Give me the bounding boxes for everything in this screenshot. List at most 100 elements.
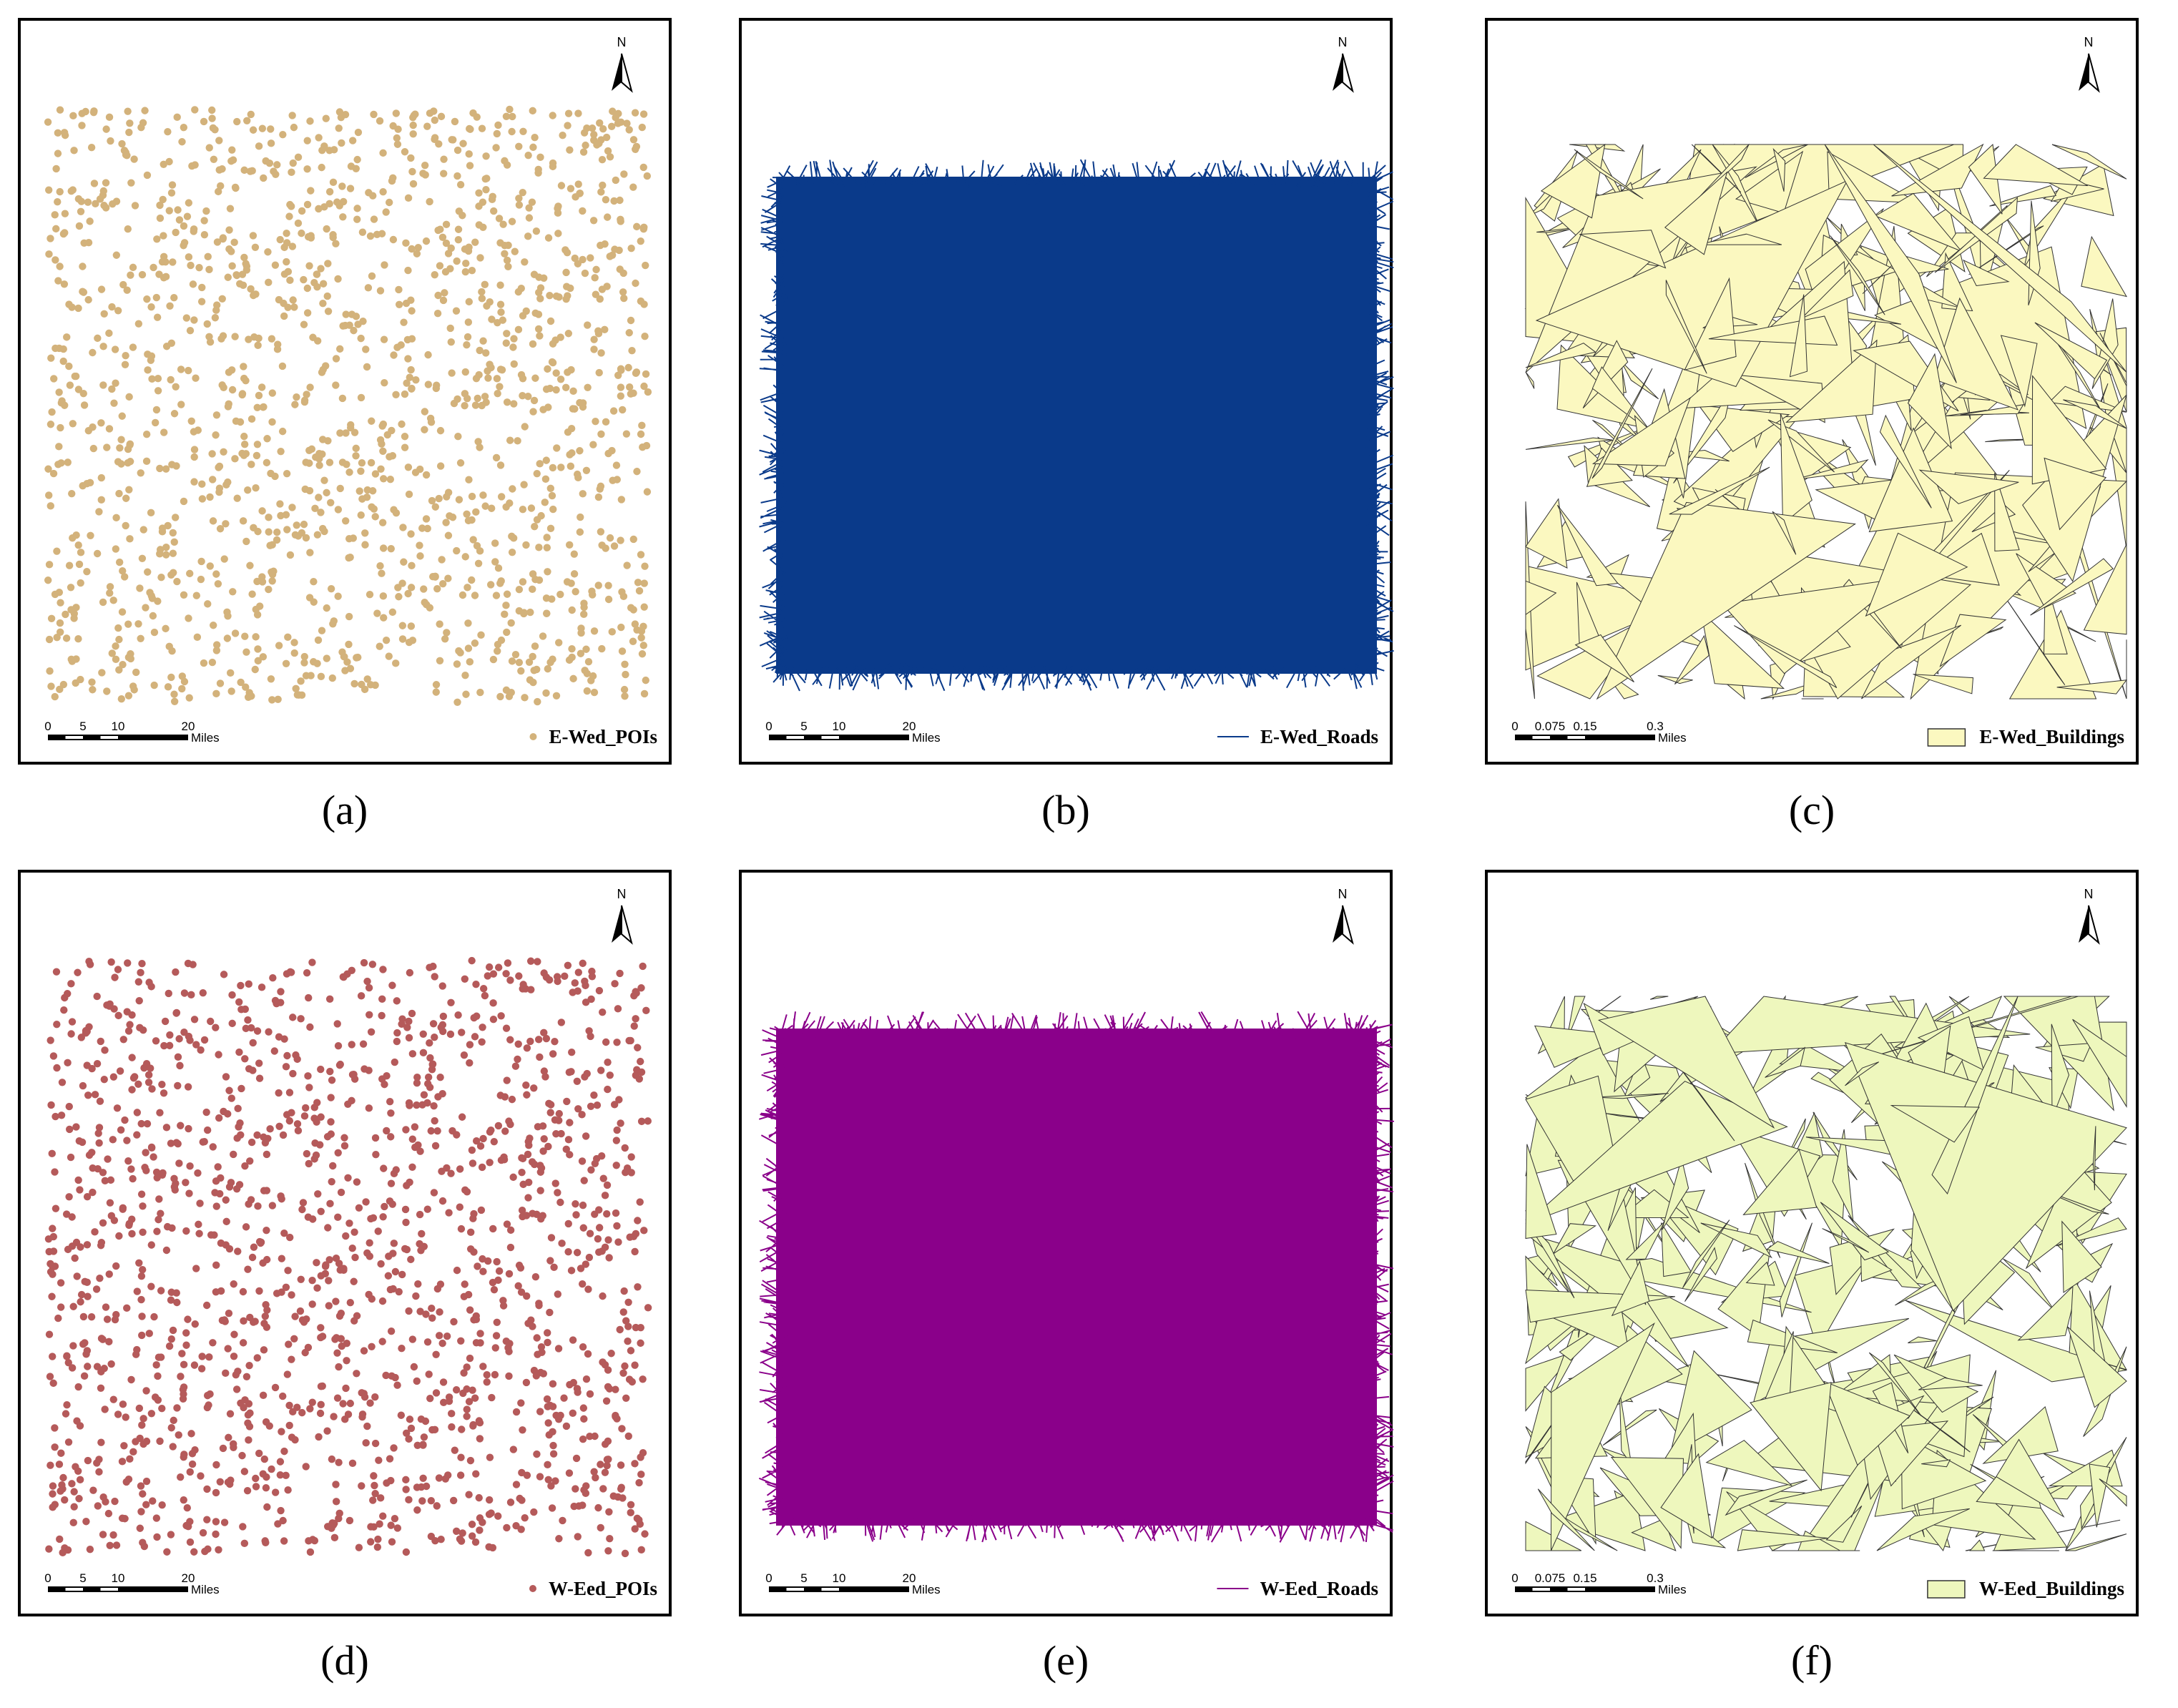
poi-point [53,1064,61,1072]
poi-point [613,1126,621,1134]
poi-point [447,1410,456,1418]
poi-point [462,690,470,698]
poi-point [60,280,69,288]
poi-point [463,1363,471,1371]
poi-point [506,976,514,984]
poi-point [152,1361,160,1369]
poi-point [74,1176,82,1184]
poi-point [494,121,502,129]
poi-point [237,1006,245,1013]
poi-point [589,591,597,599]
poi-point [489,1016,498,1024]
poi-point [310,578,318,586]
poi-point [432,681,441,689]
poi-point [506,1120,514,1129]
poi-point [262,1538,270,1546]
poi-point [519,506,527,514]
poi-point [255,1237,264,1246]
poi-point [525,658,534,666]
poi-point [368,1343,376,1350]
poi-point [78,109,86,117]
poi-point [44,465,52,473]
poi-point [94,1502,102,1510]
scale-bar-segment [1567,736,1585,739]
poi-point [77,1034,86,1041]
poi-point [95,1124,104,1132]
poi-point [298,1408,306,1417]
poi-point [501,610,509,619]
poi-point [439,1398,448,1407]
poi-point [529,107,536,115]
poi-point [168,461,176,468]
poi-point [641,333,649,340]
poi-point [244,486,252,494]
poi-point [499,220,507,228]
poi-point [518,1496,526,1504]
poi-point [599,1174,607,1182]
poi-point [124,692,133,700]
poi-point [389,122,397,130]
poi-point [573,1249,582,1257]
poi-point [378,569,386,577]
poi-point [634,1283,642,1291]
poi-point [399,524,407,531]
building [2081,235,2128,298]
poi-point [529,340,537,348]
poi-point [278,427,287,436]
poi-point [443,1332,451,1340]
poi-point [594,493,603,501]
poi-point [197,1365,206,1373]
poi-point [195,263,203,272]
poi-point [469,1386,476,1394]
building [1962,259,2010,287]
poi-point [371,470,380,478]
poi-point [640,689,649,698]
poi-point [163,1548,171,1556]
poi-point [226,1480,234,1488]
poi-point [483,1378,491,1386]
poi-point [458,1113,466,1121]
poi-point [114,966,122,973]
poi-point [113,1104,122,1112]
poi-point [209,1339,217,1347]
poi-point [580,1177,588,1184]
poi-point [514,288,523,296]
poi-point [393,134,401,142]
poi-point [159,195,167,204]
poi-point [463,333,472,341]
poi-point [534,310,543,318]
poi-point [637,1068,646,1076]
poi-point [127,1375,135,1384]
poi-point [492,144,500,152]
building [1657,674,1693,684]
poi-point [109,1136,117,1144]
building [1820,1202,1890,1261]
poi-point [381,1202,388,1211]
poi-point [305,486,314,495]
poi-point [640,300,648,308]
poi-point [61,401,69,409]
poi-point [428,496,436,505]
poi-point [350,1317,358,1325]
poi-point [482,185,490,194]
poi-point [445,1209,453,1217]
poi-point [632,989,640,997]
poi-point [282,1283,290,1292]
poi-point [420,1091,428,1099]
poi-point [493,129,501,138]
poi-point [523,1292,531,1300]
poi-point [406,968,414,977]
poi-point [461,268,470,276]
poi-point [509,1173,517,1182]
poi-point [276,235,284,244]
poi-point [461,553,469,561]
building [1989,185,2057,207]
poi-point [408,167,416,176]
poi-point [339,322,347,330]
poi-point [137,1482,145,1490]
building [1921,1459,1951,1468]
scale-label: 10 [833,1571,846,1585]
poi-point [522,1378,531,1387]
poi-point [300,520,308,529]
poi-point [590,335,598,343]
